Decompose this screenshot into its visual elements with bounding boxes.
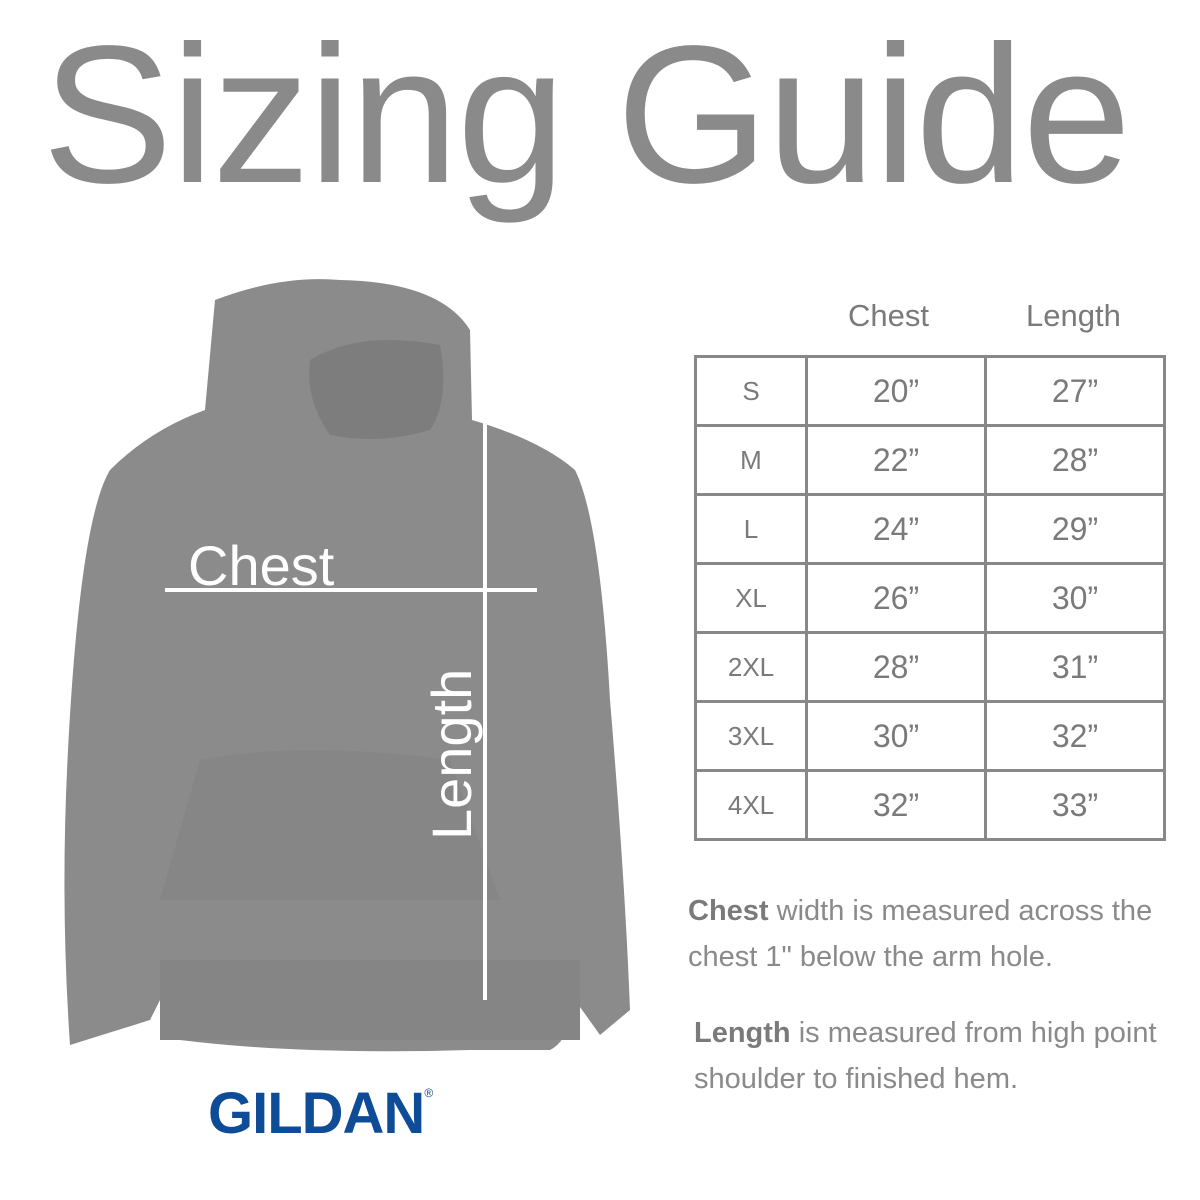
length-cell: 33”: [984, 769, 1166, 841]
length-cell: 27”: [984, 355, 1166, 427]
size-table: S 20” 27” M 22” 28” L 24” 29” XL 26” 30” 2XL 28” 31” 3X…: [694, 355, 1166, 841]
page-title: Sizing Guide: [42, 5, 1131, 224]
length-cell: 30”: [984, 562, 1166, 634]
size-cell: 2XL: [694, 631, 808, 703]
length-label: Length: [420, 668, 483, 840]
chest-label: Chest: [188, 534, 335, 597]
size-cell: 3XL: [694, 700, 808, 772]
chest-cell: 26”: [805, 562, 987, 634]
size-cell: S: [694, 355, 808, 427]
chest-cell: 30”: [805, 700, 987, 772]
table-row: M 22” 28”: [694, 424, 1166, 496]
length-note: Length is measured from high point shoul…: [694, 1017, 1157, 1095]
chest-cell: 24”: [805, 493, 987, 565]
size-cell: 4XL: [694, 769, 808, 841]
length-cell: 28”: [984, 424, 1166, 496]
gildan-logo: GILDAN®: [208, 1081, 433, 1146]
length-cell: 29”: [984, 493, 1166, 565]
table-row: XL 26” 30”: [694, 562, 1166, 634]
size-cell: L: [694, 493, 808, 565]
chest-column-header: Chest: [848, 298, 929, 333]
pocket: [160, 750, 500, 900]
chest-cell: 32”: [805, 769, 987, 841]
table-row: L 24” 29”: [694, 493, 1166, 565]
chest-note: Chest width is measured across the chest…: [688, 895, 1153, 973]
table-row: 4XL 32” 33”: [694, 769, 1166, 841]
size-cell: M: [694, 424, 808, 496]
chest-cell: 22”: [805, 424, 987, 496]
table-row: 2XL 28” 31”: [694, 631, 1166, 703]
table-row: 3XL 30” 32”: [694, 700, 1166, 772]
length-column-header: Length: [1026, 298, 1121, 333]
waistband: [160, 960, 580, 1040]
chest-cell: 28”: [805, 631, 987, 703]
table-row: S 20” 27”: [694, 355, 1166, 427]
chest-cell: 20”: [805, 355, 987, 427]
length-cell: 32”: [984, 700, 1166, 772]
length-cell: 31”: [984, 631, 1166, 703]
hoodie-image: [64, 279, 630, 1052]
size-cell: XL: [694, 562, 808, 634]
hood-opening: [309, 340, 444, 439]
